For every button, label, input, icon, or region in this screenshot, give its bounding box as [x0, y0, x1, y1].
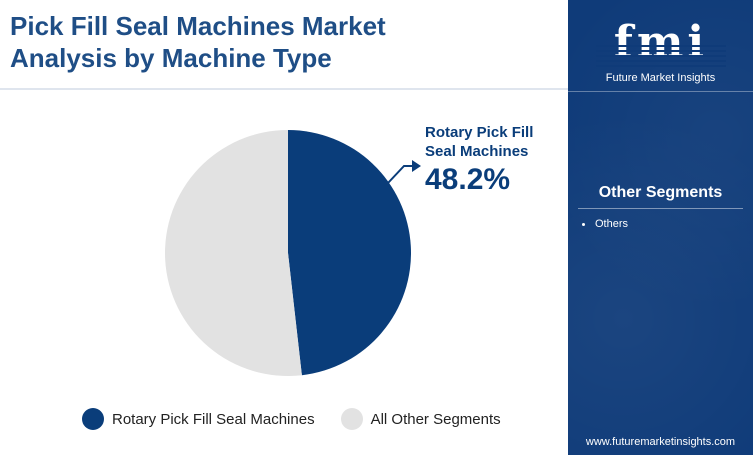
- title-line-1: Pick Fill Seal Machines Market: [10, 11, 386, 41]
- segments-title: Other Segments: [598, 184, 723, 201]
- legend-label-rotary: Rotary Pick Fill Seal Machines: [112, 410, 315, 428]
- chart-title: Pick Fill Seal Machines Market Analysis …: [10, 10, 550, 74]
- segment-item: Others: [580, 218, 628, 230]
- chart-panel: Pick Fill Seal Machines Market Analysis …: [0, 10, 568, 434]
- segments-divider: [578, 208, 743, 209]
- logo-stripes: [596, 42, 726, 68]
- legend-item-others: All Other Segments: [340, 408, 501, 430]
- segments-list: Others: [580, 218, 628, 230]
- callout-leader-line: [387, 165, 412, 184]
- pie-chart: [0, 90, 568, 390]
- callout-label-line-1: Rotary Pick Fill: [425, 124, 534, 141]
- callout-label-line-2: Seal Machines: [425, 143, 529, 160]
- legend-swatch-others: [340, 408, 363, 430]
- pie-slice-others: [165, 129, 302, 376]
- chart-legend: Rotary Pick Fill Seal Machines All Other…: [82, 404, 501, 434]
- logo-subtitle: Future Market Insights: [605, 72, 716, 84]
- pie-slice-rotary: [288, 130, 411, 376]
- fmi-logo: fmi Future Market Insights: [568, 8, 753, 90]
- pie-callout: Rotary Pick Fill Seal Machines 48.2%: [425, 123, 565, 197]
- title-divider: [0, 88, 568, 90]
- logo-divider: [568, 91, 753, 92]
- sidebar: fmi Future Market Insights Other Segment…: [568, 0, 753, 455]
- bullet-icon: [582, 222, 585, 226]
- legend-item-rotary: Rotary Pick Fill Seal Machines: [82, 408, 315, 430]
- legend-label-others: All Other Segments: [370, 410, 501, 428]
- footer-url: www.futuremarketinsights.com: [585, 436, 736, 448]
- pie-svg: [165, 129, 421, 376]
- callout-value: 48.2%: [425, 163, 511, 196]
- callout-arrow-icon: [412, 160, 421, 172]
- title-line-2: Analysis by Machine Type: [10, 43, 332, 73]
- legend-swatch-rotary: [82, 408, 104, 430]
- segment-label: Others: [595, 218, 629, 230]
